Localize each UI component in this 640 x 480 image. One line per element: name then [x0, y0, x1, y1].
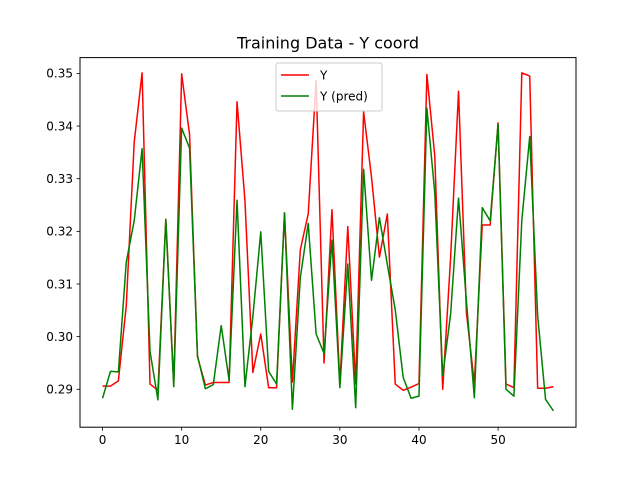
y-tick-label: 0.33 — [46, 172, 73, 186]
chart-title: Training Data - Y coord — [236, 34, 419, 53]
x-tick-label: 40 — [411, 433, 426, 447]
legend-box — [275, 62, 383, 112]
legend-label-0: Y — [319, 68, 328, 82]
y-tick-label: 0.34 — [46, 119, 73, 133]
legend: Y Y (pred) — [275, 62, 383, 112]
axes-frame — [79, 57, 577, 428]
x-tick-label: 30 — [332, 433, 347, 447]
y-tick-label: 0.35 — [46, 67, 73, 81]
legend-label-1: Y (pred) — [319, 89, 368, 103]
y-tick-label: 0.30 — [46, 330, 73, 344]
x-tick-label: 50 — [490, 433, 505, 447]
y-tick-label: 0.29 — [46, 383, 73, 397]
series-line-0 — [102, 72, 554, 392]
plot-area — [101, 72, 555, 412]
y-tick-label: 0.31 — [46, 277, 73, 291]
y-tick-label: 0.32 — [46, 225, 73, 239]
x-tick-label: 20 — [253, 433, 268, 447]
x-tick-label: 0 — [99, 433, 107, 447]
x-tick-label: 10 — [174, 433, 189, 447]
series-line-1 — [101, 107, 555, 412]
axis-ticks: 0 10 20 30 40 50 0.29 0.30 0.31 0.32 0.33 0.34 0.35 — [46, 67, 505, 448]
